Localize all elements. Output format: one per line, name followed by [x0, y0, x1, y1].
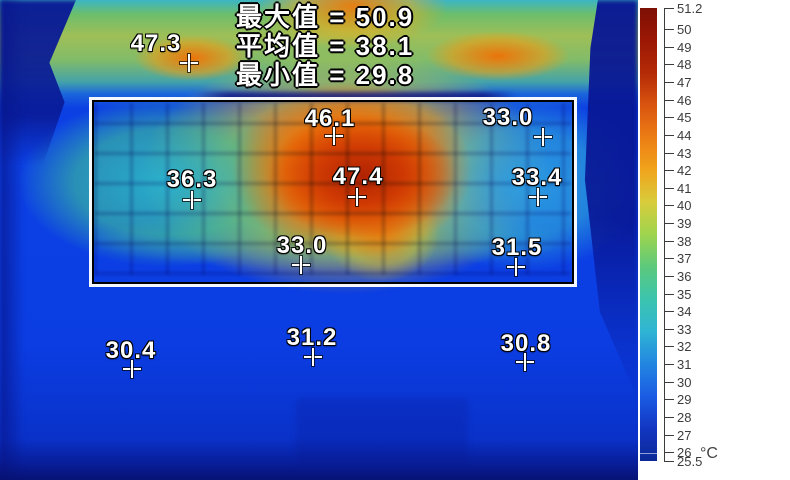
scale-tick — [664, 293, 674, 295]
scale-tick — [664, 311, 674, 313]
measurement-value-label: 30.4 — [105, 337, 157, 364]
scale-axis-line — [664, 8, 665, 461]
background-right-wedge — [584, 0, 638, 400]
scale-tick — [664, 258, 674, 260]
scale-tick — [664, 416, 674, 418]
measurement-value-label: 31.5 — [491, 234, 543, 261]
scale-tick — [664, 399, 674, 401]
scale-tick — [664, 46, 674, 48]
measurement-cross-icon — [325, 127, 343, 145]
measurement-value-label: 36.3 — [166, 166, 218, 193]
scale-tick-label: 33 — [677, 321, 692, 337]
scale-tick-label: 46 — [677, 92, 692, 108]
keyboard-keys-texture — [94, 103, 571, 275]
thermal-image: 最大值 = 50.9 平均值 = 38.1 最小值 = 29.8 47.3 46.… — [0, 0, 638, 480]
scale-tick-label: 48 — [677, 57, 692, 73]
scale-tick-label: 31 — [677, 357, 692, 373]
stats-overlay: 最大值 = 50.9 平均值 = 38.1 最小值 = 29.8 — [236, 3, 414, 90]
measurement-value-label: 33.0 — [482, 104, 534, 131]
scale-tick-label: 51.2 — [677, 1, 703, 16]
scale-tick — [664, 152, 674, 154]
stats-min-line: 最小值 = 29.8 — [236, 60, 415, 90]
measurement-cross-icon — [123, 360, 141, 378]
scale-tick — [664, 205, 674, 207]
scale-tick-label: 37 — [677, 251, 692, 267]
scale-tick-label: 34 — [677, 304, 692, 320]
measurement-cross-icon — [292, 256, 310, 274]
measurement-value-label: 31.2 — [286, 324, 338, 351]
measurement-cross-icon — [348, 188, 366, 206]
temperature-scale: 51.2 50 49 48 47 46 45 44 43 42 41 40 39 38 37 36 35 34 33… — [640, 0, 790, 480]
measurement-value-label: 47.4 — [332, 163, 384, 190]
scale-tick — [664, 29, 674, 31]
scale-tick — [664, 240, 674, 242]
scale-tick-label: 45 — [677, 110, 692, 126]
stats-avg-line: 平均值 = 38.1 — [236, 31, 415, 61]
scale-tick — [664, 346, 674, 348]
scale-tick — [664, 64, 674, 66]
hinge-groove-shadow — [195, 92, 517, 101]
laptop-left-edge-shadow — [0, 0, 24, 480]
laptop-front-edge-shadow — [0, 438, 638, 480]
scale-tick — [664, 364, 674, 366]
measurement-value-label: 33.0 — [276, 232, 328, 259]
scale-tick-label: 39 — [677, 216, 692, 232]
scale-tick-label: 26 — [677, 445, 692, 461]
scale-tick-label: 40 — [677, 198, 692, 214]
measurement-roi-box — [92, 100, 574, 284]
scale-tick-label: 25.5 — [677, 454, 703, 469]
scale-tick-label: 30 — [677, 374, 692, 390]
scale-tick — [664, 381, 674, 383]
scale-tick-label: 47 — [677, 75, 692, 91]
scale-tick — [664, 187, 674, 189]
scale-tick-label: 36 — [677, 268, 692, 284]
scale-tick-label: 35 — [677, 286, 692, 302]
scale-tick — [664, 117, 674, 119]
scale-tick-label: 49 — [677, 39, 692, 55]
scale-tick — [664, 328, 674, 330]
scale-tick — [664, 434, 674, 436]
measurement-value-label: 46.1 — [304, 105, 356, 132]
measurement-cross-icon — [529, 188, 547, 206]
measurement-cross-icon — [507, 258, 525, 276]
scale-tick-label: 44 — [677, 127, 692, 143]
scale-tick-label: 50 — [677, 22, 692, 38]
scale-tick — [664, 461, 674, 462]
scale-tick-label: 38 — [677, 233, 692, 249]
scale-tick — [664, 170, 674, 172]
colorbar-gradient — [640, 8, 657, 461]
scale-tick-label: 28 — [677, 409, 692, 425]
stats-max-line: 最大值 = 50.9 — [236, 2, 415, 32]
scale-tick — [664, 82, 674, 84]
scale-tick-label: 29 — [677, 392, 692, 408]
scale-tick — [664, 134, 674, 136]
measurement-cross-icon — [304, 348, 322, 366]
measurement-cross-icon — [516, 353, 534, 371]
scale-tick — [664, 223, 674, 225]
measurement-value-label: 47.3 — [130, 30, 182, 57]
scale-tick — [664, 275, 674, 277]
scale-tick-label: 27 — [677, 427, 692, 443]
scale-tick — [664, 452, 674, 454]
measurement-value-label: 30.8 — [500, 330, 552, 357]
scale-tick — [664, 99, 674, 101]
measurement-cross-icon — [183, 191, 201, 209]
scale-tick-label: 41 — [677, 180, 692, 196]
measurement-value-label: 33.4 — [511, 164, 563, 191]
scale-tick-label: 32 — [677, 339, 692, 355]
scale-tick-label: 43 — [677, 145, 692, 161]
measurement-cross-icon — [534, 128, 552, 146]
scale-tick — [664, 8, 674, 9]
measurement-cross-icon — [180, 54, 198, 72]
scale-tick-label: 42 — [677, 163, 692, 179]
unit-label: °C — [700, 445, 718, 462]
